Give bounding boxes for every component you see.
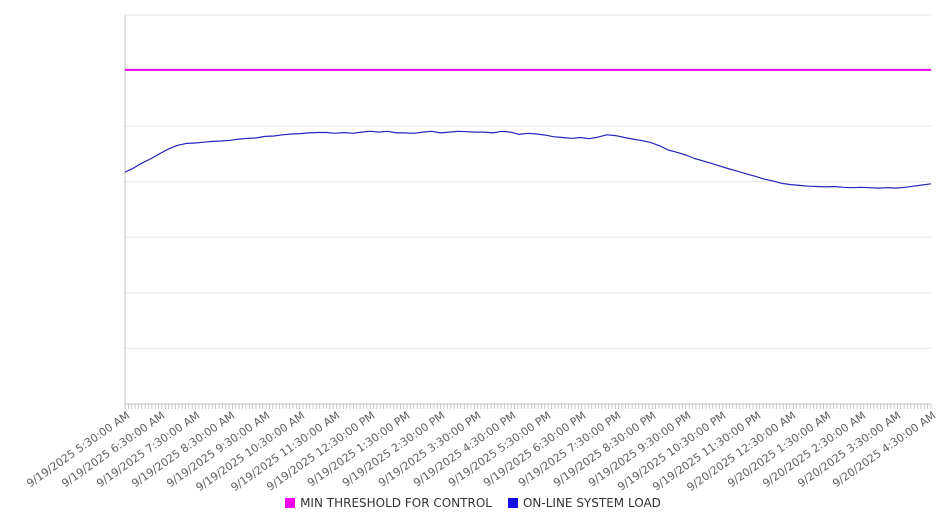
legend-label: MIN THRESHOLD FOR CONTROL xyxy=(300,496,492,510)
legend-swatch-icon xyxy=(507,498,518,508)
legend-item-min-threshold-for-control[interactable]: MIN THRESHOLD FOR CONTROL xyxy=(285,496,492,510)
legend-label: ON-LINE SYSTEM LOAD xyxy=(522,496,661,510)
x-minor-ticks xyxy=(124,404,932,409)
legend-swatch-icon xyxy=(285,498,296,508)
legend-item-on-line-system-load[interactable]: ON-LINE SYSTEM LOAD xyxy=(507,496,661,510)
legend: MIN THRESHOLD FOR CONTROL ON-LINE SYSTEM … xyxy=(0,496,946,510)
load-line xyxy=(124,130,932,189)
